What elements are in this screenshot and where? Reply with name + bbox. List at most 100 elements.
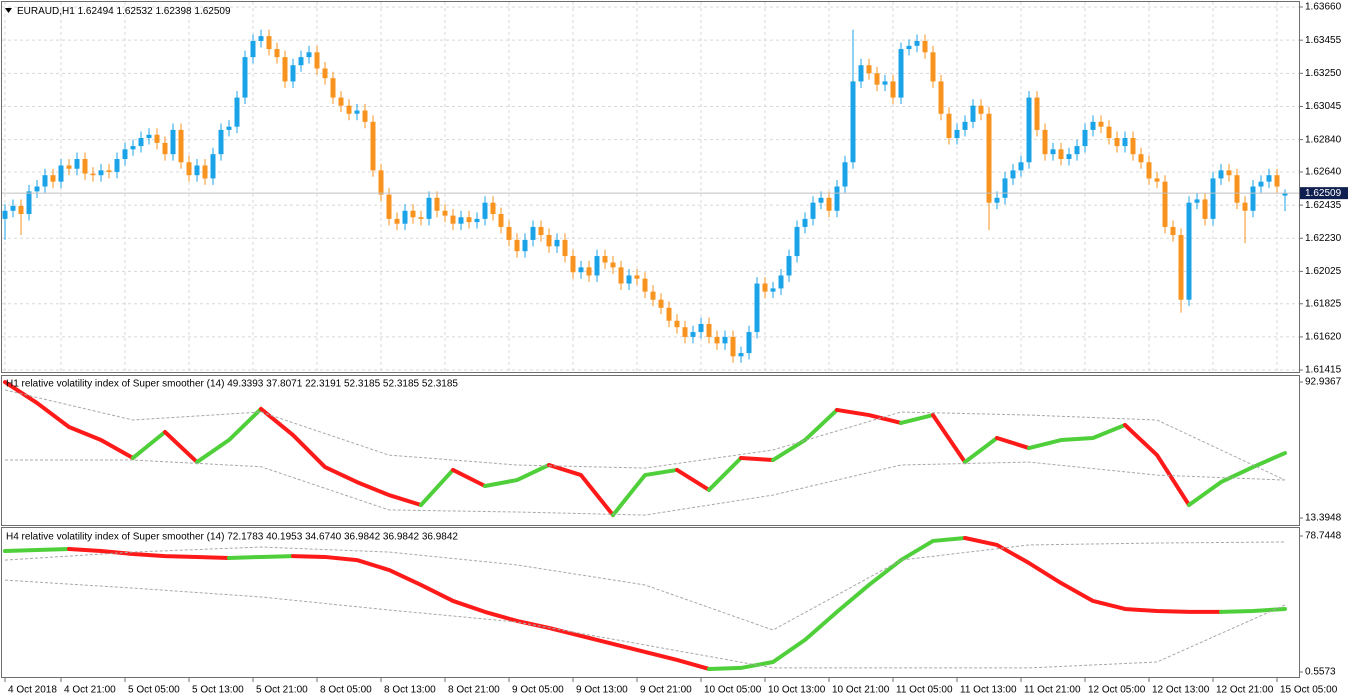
candle-body	[626, 275, 632, 284]
candle-body	[618, 267, 624, 284]
band-line	[4, 389, 1286, 481]
candle-body	[770, 288, 776, 292]
candle-body	[1122, 138, 1128, 147]
candle-body	[298, 57, 304, 66]
y-tick-label: 1.62435	[1305, 200, 1342, 211]
candle-body	[58, 165, 64, 182]
y-tick-label: 1.62840	[1305, 134, 1342, 145]
indicator-line	[3, 380, 135, 460]
candle-body	[314, 52, 320, 69]
indicator-line	[227, 554, 295, 560]
candle-body	[210, 154, 216, 179]
candle-body	[18, 205, 24, 215]
candle-body	[378, 170, 384, 195]
x-tick-label: 5 Oct 05:00	[128, 685, 180, 696]
x-tick-label: 4 Oct 21:00	[64, 685, 116, 696]
candle-body	[778, 275, 784, 289]
x-tick-label: 8 Oct 05:00	[320, 685, 372, 696]
candle-body	[10, 205, 16, 211]
candle-body	[1018, 162, 1024, 171]
candle-body	[666, 307, 672, 321]
indicator-line	[771, 407, 839, 463]
candle-body	[458, 217, 464, 224]
candle-body	[874, 73, 880, 85]
indicator-line	[995, 435, 1031, 451]
candle-body	[642, 278, 648, 292]
candle-body	[858, 65, 864, 82]
x-tick-label: 10 Oct 13:00	[768, 685, 826, 696]
x-tick-label: 10 Oct 21:00	[832, 685, 890, 696]
candle-body	[554, 239, 560, 247]
indicator-line	[899, 413, 935, 425]
candle-body	[1178, 235, 1184, 300]
close-value: 1.62509	[194, 6, 231, 17]
y-tick-label: 1.62640	[1305, 167, 1342, 178]
candle-body	[946, 113, 952, 139]
candle-body	[738, 353, 744, 357]
candle-body	[362, 110, 368, 122]
candle-body	[1082, 129, 1088, 147]
candle-body	[1234, 175, 1240, 203]
x-tick-label: 11 Oct 13:00	[960, 685, 1017, 696]
candle-body	[1186, 202, 1192, 300]
candle-body	[690, 332, 696, 337]
indicator-line	[707, 455, 743, 492]
indicator-line	[451, 467, 487, 489]
low-value: 1.62398	[155, 6, 192, 17]
candle-body	[490, 202, 496, 215]
candle-body	[282, 57, 288, 82]
indicator-line	[1027, 422, 1127, 451]
indicator-line	[1187, 451, 1287, 507]
candle-body	[794, 226, 800, 257]
candle-body	[234, 97, 240, 127]
candle-body	[474, 218, 480, 223]
candle-body	[978, 105, 984, 114]
dropdown-arrow[interactable]	[5, 8, 12, 13]
candle-body	[1202, 199, 1208, 219]
indicator-line	[259, 406, 423, 507]
candle-body	[250, 40, 256, 58]
candle-body	[1274, 175, 1280, 187]
candle-body	[914, 40, 920, 46]
candle-body	[842, 162, 848, 187]
y-tick-label: 92.9367	[1305, 377, 1342, 388]
candle-body	[330, 78, 336, 98]
candle-body	[226, 126, 232, 130]
candle-body	[1026, 97, 1032, 163]
candle-body	[1258, 181, 1264, 187]
candle-body	[746, 332, 752, 354]
candle-body	[1266, 175, 1272, 182]
candle-body	[266, 36, 272, 50]
band-line	[4, 541, 1286, 631]
candle-body	[570, 256, 576, 273]
candle-body	[674, 320, 680, 328]
candle-body	[786, 256, 792, 276]
candle-body	[1066, 154, 1072, 160]
candle-body	[162, 142, 168, 155]
indicator-line	[195, 406, 263, 465]
candle-body	[1194, 199, 1200, 203]
indicator-line	[707, 535, 967, 671]
candle-body	[346, 105, 352, 114]
x-tick-label: 12 Oct 13:00	[1152, 685, 1210, 696]
indicator-line	[675, 467, 711, 492]
candle-body	[1146, 162, 1152, 179]
candle-body	[714, 336, 720, 344]
candle-body	[1218, 170, 1224, 179]
candle-body	[290, 65, 296, 82]
candle-body	[1050, 149, 1056, 155]
candle-body	[1242, 202, 1248, 211]
candle-body	[170, 129, 176, 155]
indicator-line	[739, 455, 775, 463]
symbol: EURAUD,H1	[17, 6, 75, 17]
candle-body	[66, 165, 72, 169]
candle-body	[1210, 178, 1216, 219]
y-tick-label: 1.61415	[1305, 365, 1342, 376]
candle-body	[1002, 178, 1008, 198]
last-price-label: 1.62509	[1305, 188, 1342, 199]
candle-body	[354, 110, 360, 114]
candle-body	[370, 121, 376, 171]
candle-body	[634, 275, 640, 279]
candle-body	[1170, 226, 1176, 236]
candle-body	[418, 217, 424, 219]
